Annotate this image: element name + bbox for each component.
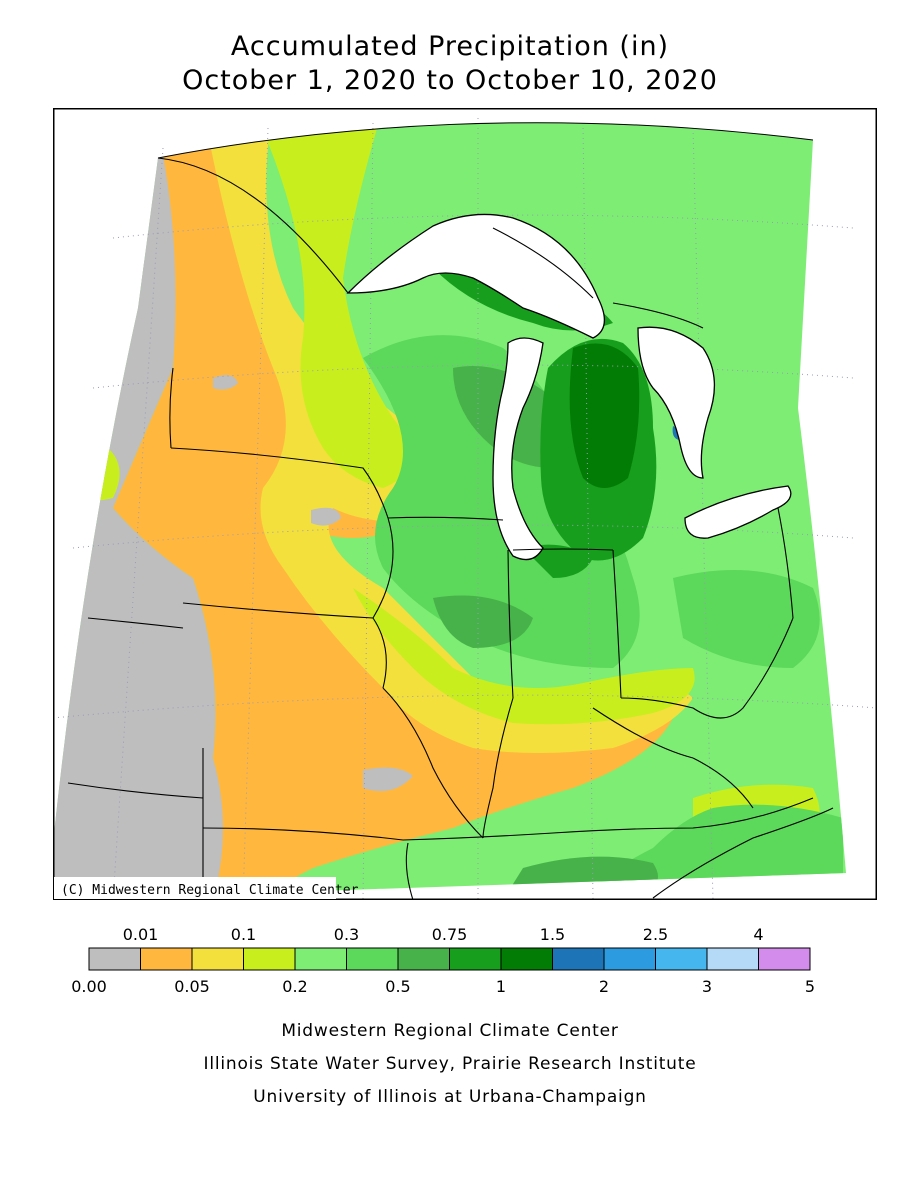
lake-michigan — [492, 337, 544, 561]
legend-swatch — [655, 947, 708, 971]
legend-label: 0.2 — [282, 977, 307, 996]
legend-label: 0.1 — [231, 925, 256, 944]
legend-label: 1 — [496, 977, 506, 996]
legend-swatch — [294, 947, 347, 971]
legend-label: 5 — [805, 977, 815, 996]
map-copyright: (C) Midwestern Regional Climate Center — [61, 883, 359, 898]
lake-superior — [346, 213, 605, 339]
credit-uiuc: University of Illinois at Urbana-Champai… — [253, 1087, 647, 1107]
legend-label: 0.5 — [385, 977, 410, 996]
lake-huron — [637, 326, 716, 479]
legend-swatch — [758, 947, 811, 971]
legend-swatch — [397, 947, 450, 971]
legend-label: 4 — [753, 925, 763, 944]
domain-outline — [157, 122, 814, 159]
lake-erie — [684, 485, 792, 539]
legend-top-labels: 0.01 0.1 0.3 0.75 1.5 2.5 4 — [123, 925, 764, 944]
great-lakes — [346, 213, 792, 561]
legend-color-boxes — [88, 947, 811, 971]
map-title: Accumulated Precipitation (in) — [230, 31, 670, 62]
legend-swatch — [603, 947, 656, 971]
legend-label: 0.75 — [432, 925, 468, 944]
copyright-box — [54, 877, 336, 899]
boundaries — [67, 157, 834, 900]
legend-swatch — [346, 947, 399, 971]
legend-bottom-labels: 0.00 0.05 0.2 0.5 1 2 3 5 — [71, 977, 815, 996]
legend-swatch — [243, 947, 296, 971]
precipitation-map: (C) Midwestern Regional Climate Center — [53, 108, 877, 900]
legend-swatch — [140, 947, 193, 971]
legend-label: 0.3 — [334, 925, 359, 944]
legend-swatch — [449, 947, 502, 971]
legend-swatch — [500, 947, 553, 971]
map-date-range: October 1, 2020 to October 10, 2020 — [182, 65, 718, 96]
legend-label: 0.01 — [123, 925, 159, 944]
legend-label: 1.5 — [540, 925, 565, 944]
legend-swatch — [88, 947, 141, 971]
legend-swatch — [552, 947, 605, 971]
credit-mrcc: Midwestern Regional Climate Center — [281, 1021, 619, 1041]
legend-swatch — [191, 947, 244, 971]
legend-swatch — [706, 947, 759, 971]
band-1-1.5 — [569, 343, 640, 488]
legend-label: 2.5 — [643, 925, 668, 944]
legend-label: 0.05 — [174, 977, 210, 996]
legend-label: 3 — [702, 977, 712, 996]
color-legend: 0.01 0.1 0.3 0.75 1.5 2.5 4 0.00 0.05 0.2 0.5 1 2 3 5 — [71, 925, 815, 996]
credit-isws: Illinois State Water Survey, Prairie Res… — [203, 1054, 697, 1074]
legend-label: 0.00 — [71, 977, 107, 996]
legend-label: 2 — [599, 977, 609, 996]
